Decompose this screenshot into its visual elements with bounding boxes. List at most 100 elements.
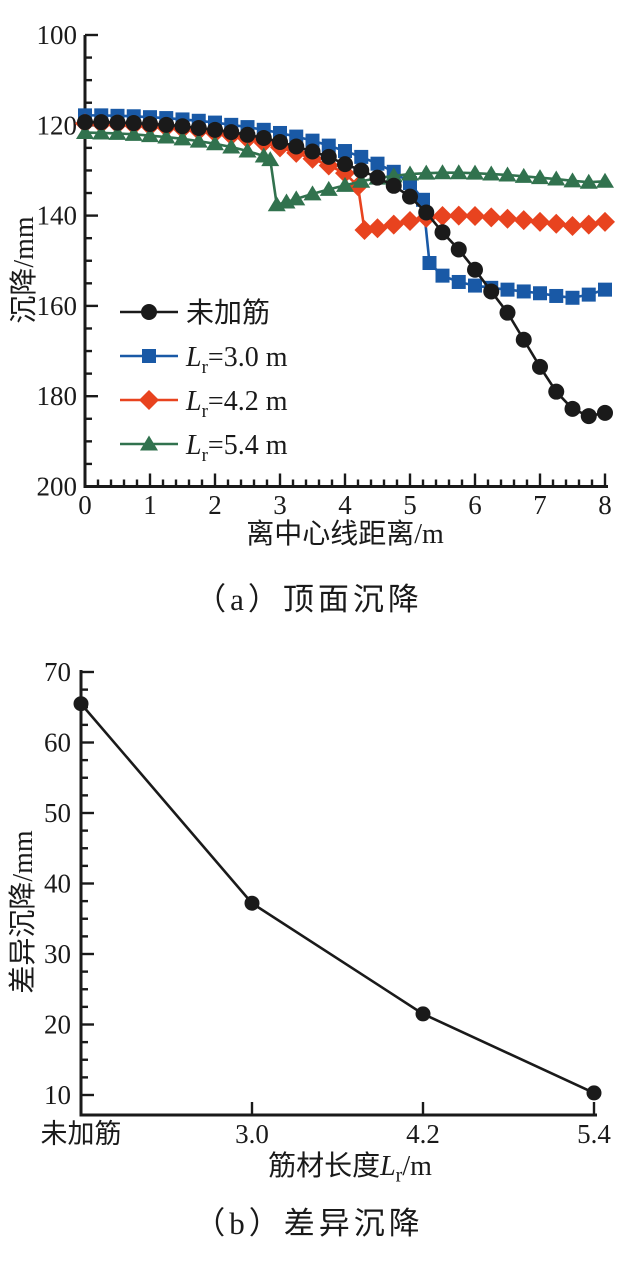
circle-marker-unreinforced (580, 408, 597, 425)
chart-a-x-tick-label: 5 (403, 490, 417, 518)
circle-marker-unreinforced (434, 224, 451, 241)
series-differential-settlement (73, 696, 602, 1101)
chart-a-y-tick-label: 180 (37, 381, 78, 411)
xlabel-b-suffix: /m (402, 1151, 432, 1182)
circle-marker-differential-settlement (73, 696, 89, 712)
triangle-marker-lr-5.4-m (238, 142, 257, 158)
diamond-marker-lr-4.2-m (432, 206, 453, 227)
square-marker-lr-3.0-m (422, 256, 437, 271)
triangle-marker-lr-5.4-m (124, 125, 143, 141)
circle-marker-unreinforced (304, 143, 321, 160)
series-line-differential-settlement (80, 702, 595, 1095)
chart-b-x-tick-label: 4.2 (406, 1119, 440, 1149)
triangle-marker-lr-5.4-m (482, 165, 501, 181)
triangle-marker-lr-5.4-m (222, 138, 241, 154)
chart-a-x-axis-label: 离中心线距离/m (246, 519, 444, 550)
triangle-marker-lr-5.4-m (433, 164, 452, 180)
square-marker-lr-3.0-m (370, 156, 385, 171)
triangle-marker-lr-5.4-m (206, 135, 224, 151)
diamond-marker-lr-4.2-m (367, 218, 388, 239)
triangle-marker-lr-5.4-m (352, 172, 371, 188)
square-marker-lr-3.0-m (338, 144, 352, 159)
legend-item-lr-4.2-m: Lr=4.2 m (120, 386, 288, 422)
circle-marker-unreinforced (77, 114, 93, 131)
circle-marker-unreinforced (142, 115, 158, 132)
chart-b-axis-spines (79, 670, 597, 1117)
circle-marker-unreinforced (158, 116, 175, 133)
circle-marker-unreinforced (109, 114, 126, 131)
chart-b-y-tick-label: 50 (44, 798, 71, 828)
chart-b-caption: （b）差异沉降 (194, 1206, 424, 1241)
differential-settlement-chart: 10 20 30 40 50 60 70 未加筋 3.0 4.2 5.4 (41, 657, 612, 1149)
square-marker-lr-3.0-m (451, 274, 466, 289)
diamond-marker-lr-4.2-m (562, 215, 583, 236)
legend-triangle-icon (140, 435, 158, 451)
chart-b-x-tick-label: 3.0 (235, 1119, 269, 1149)
chart-a-y-tick-label: 200 (37, 472, 78, 502)
triangle-marker-lr-5.4-m (303, 185, 322, 201)
legend-label-variable: L (185, 386, 202, 417)
triangle-marker-lr-5.4-m (531, 169, 549, 185)
circle-marker-unreinforced (467, 261, 483, 278)
xlabel-b-prefix: 筋材长度 (268, 1151, 381, 1182)
circle-marker-unreinforced (207, 121, 223, 138)
diamond-marker-lr-4.2-m (497, 208, 518, 229)
diamond-marker-lr-4.2-m (513, 210, 534, 231)
circle-marker-unreinforced (515, 331, 532, 348)
diamond-marker-lr-4.2-m (465, 206, 485, 227)
circle-marker-unreinforced (337, 156, 353, 173)
triangle-marker-lr-5.4-m (141, 127, 159, 143)
square-marker-lr-3.0-m (500, 282, 515, 297)
triangle-marker-lr-5.4-m (76, 124, 94, 140)
triangle-marker-lr-5.4-m (108, 124, 127, 140)
circle-marker-unreinforced (239, 126, 256, 143)
triangle-marker-lr-5.4-m (261, 151, 280, 167)
legend-label-rest: =3.0 m (208, 342, 288, 373)
diamond-marker-lr-4.2-m (448, 205, 469, 226)
legend-label-lr-3.0-m: Lr=3.0 m (185, 342, 288, 378)
circle-marker-unreinforced (272, 134, 288, 151)
chart-b-y-axis-label: 差异沉降/mm (8, 830, 39, 994)
chart-a-caption: （a）顶面沉降 (195, 582, 423, 617)
legend-item-unreinforced: 未加筋 (120, 297, 270, 329)
legend-label-lr-4.2-m: Lr=4.2 m (185, 386, 288, 422)
legend-item-lr-3.0-m: Lr=3.0 m (120, 342, 288, 378)
circle-marker-unreinforced (190, 120, 207, 137)
chart-b-x-axis-label: 筋材长度Lr/m (90, 1144, 610, 1188)
diamond-marker-lr-4.2-m (546, 213, 567, 234)
triangle-marker-lr-5.4-m (336, 176, 354, 192)
triangle-marker-lr-5.4-m (189, 132, 208, 148)
circle-marker-unreinforced (369, 169, 386, 186)
circle-marker-unreinforced (418, 204, 435, 221)
series-lr-5.4-m (76, 124, 614, 212)
chart-a-x-tick-label: 4 (338, 490, 352, 518)
triangle-marker-lr-5.4-m (384, 167, 403, 183)
chart-b-y-tick-label: 10 (44, 1080, 71, 1110)
square-marker-lr-3.0-m (581, 287, 596, 302)
chart-a-x-tick-label: 0 (78, 490, 92, 518)
chart-a-x-tick-label: 3 (273, 490, 287, 518)
chart-b-y-tick-label: 30 (44, 939, 71, 969)
square-marker-lr-3.0-m (321, 138, 336, 153)
triangle-marker-lr-5.4-m (449, 164, 468, 180)
circle-marker-unreinforced (499, 304, 516, 321)
chart-b-axes: 10 20 30 40 50 60 70 未加筋 3.0 4.2 5.4 (41, 657, 612, 1149)
legend-label-variable: L (185, 430, 202, 461)
chart-b-y-tick-label: 20 (44, 1010, 71, 1040)
chart-a-y-tick-label: 100 (37, 20, 78, 50)
square-marker-lr-3.0-m (598, 282, 612, 297)
series-unreinforced (77, 114, 613, 425)
chart-b-x-tick-label: 未加筋 (41, 1119, 122, 1149)
diamond-marker-lr-4.2-m (530, 211, 550, 232)
square-marker-lr-3.0-m (305, 133, 320, 148)
square-marker-lr-3.0-m (533, 286, 547, 301)
triangle-marker-lr-5.4-m (547, 170, 566, 186)
triangle-marker-lr-5.4-m (319, 180, 338, 196)
triangle-marker-lr-5.4-m (401, 165, 419, 181)
triangle-marker-lr-5.4-m (157, 128, 176, 144)
xlabel-b-variable: L (380, 1151, 396, 1182)
circle-marker-differential-settlement (415, 1006, 431, 1022)
